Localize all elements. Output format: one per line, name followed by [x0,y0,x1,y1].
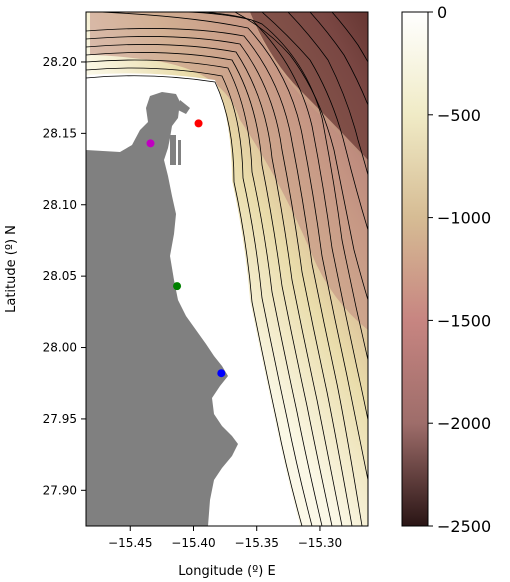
y-tick-label: 27.90 [43,483,77,497]
breakwater [178,100,190,114]
y-tick-label: 28.00 [43,341,77,355]
x-axis-label: Longitude (º) E [178,564,275,579]
colorbar-gradient [401,11,429,527]
station-marker[interactable] [194,119,203,128]
y-tick-label: 28.15 [43,126,77,140]
station-marker[interactable] [217,369,226,378]
x-tick-label: −15.40 [171,536,215,550]
y-axis-label: Latitude (º) N [4,225,19,313]
x-axis-ticks: −15.45 −15.40 −15.35 −15.30 [108,526,342,550]
y-tick-label: 27.95 [43,412,77,426]
colorbar-ticks: 0 −500 −1000 −1500 −2000 −2500 [428,3,491,536]
pier [170,135,176,165]
land-mass[interactable] [86,92,238,526]
y-tick-label: 28.20 [43,55,77,69]
x-tick-label: −15.45 [108,536,152,550]
colorbar-tick-label: −1500 [437,311,491,330]
pier [178,140,181,165]
colorbar-tick-label: 0 [437,3,447,22]
y-tick-label: 28.10 [43,198,77,212]
station-marker[interactable] [173,282,182,291]
depth-contours [86,12,368,526]
colorbar: 0 −500 −1000 −1500 −2000 −2500 [401,3,491,536]
x-tick-label: −15.30 [298,536,342,550]
y-tick-label: 28.05 [43,269,77,283]
plot-frame [85,11,369,527]
station-markers [146,119,226,378]
station-marker[interactable] [146,139,155,148]
x-tick-label: −15.35 [235,536,279,550]
colorbar-tick-label: −500 [437,106,481,125]
colorbar-tick-label: −1000 [437,209,491,228]
colorbar-tick-label: −2500 [437,517,491,536]
map-panel [86,12,368,526]
y-axis-ticks: 28.20 28.15 28.10 28.05 28.00 27.95 27.90 [43,55,86,497]
mid-water [90,12,368,330]
colorbar-tick-label: −2000 [437,414,491,433]
